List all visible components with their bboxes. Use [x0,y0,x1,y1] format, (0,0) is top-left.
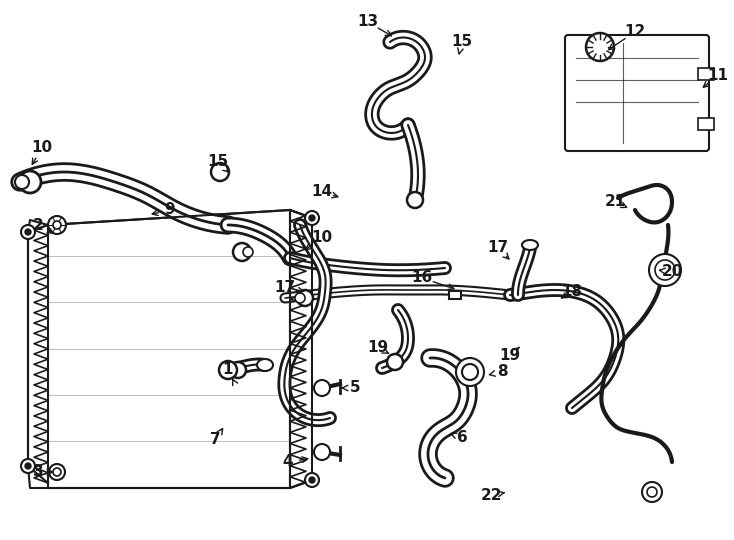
Circle shape [230,362,246,378]
Text: 17: 17 [275,280,296,295]
Ellipse shape [257,359,273,371]
Text: 7: 7 [210,433,220,448]
Bar [568,38,706,148]
Text: 11: 11 [708,68,729,83]
Bar [449,291,461,299]
Text: 6: 6 [457,430,468,445]
Text: 1: 1 [222,362,233,377]
Text: 3: 3 [33,464,43,480]
Circle shape [655,260,675,280]
Circle shape [19,171,41,193]
Circle shape [586,33,614,61]
Text: 14: 14 [311,185,333,199]
Text: 2: 2 [32,218,43,233]
Circle shape [48,216,66,234]
Circle shape [309,215,315,221]
Text: 4: 4 [283,455,294,469]
Circle shape [642,482,662,502]
Circle shape [49,464,65,480]
Circle shape [219,361,237,379]
Text: 15: 15 [451,35,473,50]
Text: 20: 20 [661,265,683,280]
Text: 10: 10 [32,140,53,156]
Text: 9: 9 [164,202,175,218]
Bar [698,118,714,130]
Text: 15: 15 [208,154,228,170]
Text: 5: 5 [349,381,360,395]
Text: 22: 22 [482,488,503,503]
Circle shape [305,211,319,225]
Text: 8: 8 [497,364,507,380]
Text: 17: 17 [487,240,509,255]
Circle shape [649,254,681,286]
Circle shape [407,192,423,208]
Text: 10: 10 [311,231,333,246]
FancyBboxPatch shape [565,35,709,151]
Text: 13: 13 [357,15,379,30]
Text: 18: 18 [562,285,583,300]
Circle shape [314,380,330,396]
Bar [698,68,714,80]
Circle shape [297,290,313,306]
Polygon shape [48,210,290,488]
Circle shape [456,358,484,386]
Circle shape [314,444,330,460]
Circle shape [21,225,35,239]
Circle shape [211,163,229,181]
Circle shape [462,364,478,380]
Circle shape [387,354,403,370]
Circle shape [25,229,31,235]
Ellipse shape [522,240,538,250]
Text: 19: 19 [368,341,388,355]
Circle shape [15,175,29,189]
Text: 12: 12 [625,24,646,39]
Circle shape [305,473,319,487]
Text: 16: 16 [411,271,432,286]
Circle shape [233,243,251,261]
Circle shape [21,459,35,473]
Circle shape [53,221,61,229]
Text: 21: 21 [604,194,625,210]
Circle shape [53,468,61,476]
Circle shape [647,487,657,497]
Circle shape [295,293,305,303]
Circle shape [243,247,253,257]
Text: 19: 19 [499,348,520,362]
Circle shape [309,477,315,483]
Circle shape [25,463,31,469]
